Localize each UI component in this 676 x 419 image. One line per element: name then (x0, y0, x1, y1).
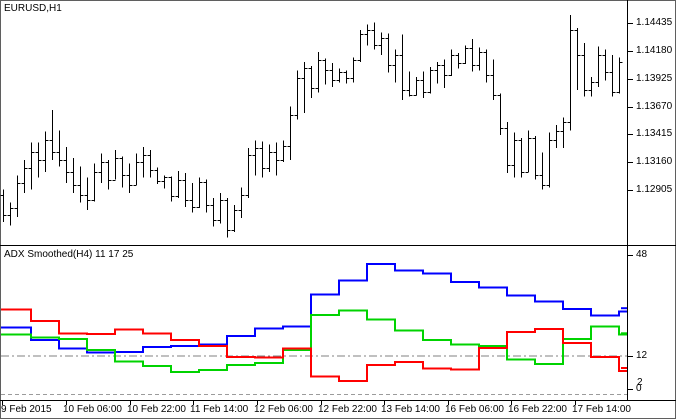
symbol-period-label: EURUSD,H1 (4, 3, 62, 14)
indicator-axis-label: 12 (636, 350, 648, 361)
price-axis-label: 1.13925 (636, 73, 673, 84)
time-axis-label: 10 Feb 06:00 (63, 404, 122, 415)
indicator-line-ADX (1, 262, 627, 354)
price-axis-label: 1.13160 (636, 156, 673, 167)
price-axis-label: 1.14435 (636, 17, 673, 28)
indicator-axis-label: 0 (636, 383, 642, 394)
time-axis-label: 11 Feb 14:00 (190, 404, 249, 415)
time-axis-label: 9 Feb 2015 (1, 404, 52, 415)
indicator-axis-label: 48 (636, 249, 648, 260)
price-axis-label: 1.14180 (636, 45, 673, 56)
price-axis-label: 1.12905 (636, 184, 673, 195)
time-axis-label: 13 Feb 14:00 (381, 404, 440, 415)
indicator-title-label: ADX Smoothed(H4) 11 17 25 (4, 249, 134, 260)
indicator-axis[interactable]: 48 12 0 2 (628, 246, 676, 401)
indicator-line-plusDI (1, 309, 627, 374)
time-axis[interactable]: 9 Feb 2015 10 Feb 06:00 10 Feb 22:00 11 Feb… (0, 401, 676, 419)
price-axis-label: 1.13415 (636, 128, 673, 139)
indicator-axis-label: 2 (637, 377, 643, 388)
time-axis-label: 16 Feb 22:00 (508, 404, 567, 415)
indicator-line-minusDI (1, 308, 627, 383)
price-axis-label: 1.13670 (636, 101, 673, 112)
time-axis-label: 12 Feb 06:00 (254, 404, 313, 415)
time-axis-label: 16 Feb 06:00 (445, 404, 504, 415)
ohlc-bars (0, 14, 623, 238)
time-axis-label: 12 Feb 22:00 (318, 404, 377, 415)
time-axis-label: 10 Feb 22:00 (127, 404, 186, 415)
time-axis-label: 17 Feb 14:00 (572, 404, 631, 415)
price-axis[interactable]: 1.14435 1.14180 1.13925 1.13670 1.13415 1.131… (628, 0, 676, 246)
